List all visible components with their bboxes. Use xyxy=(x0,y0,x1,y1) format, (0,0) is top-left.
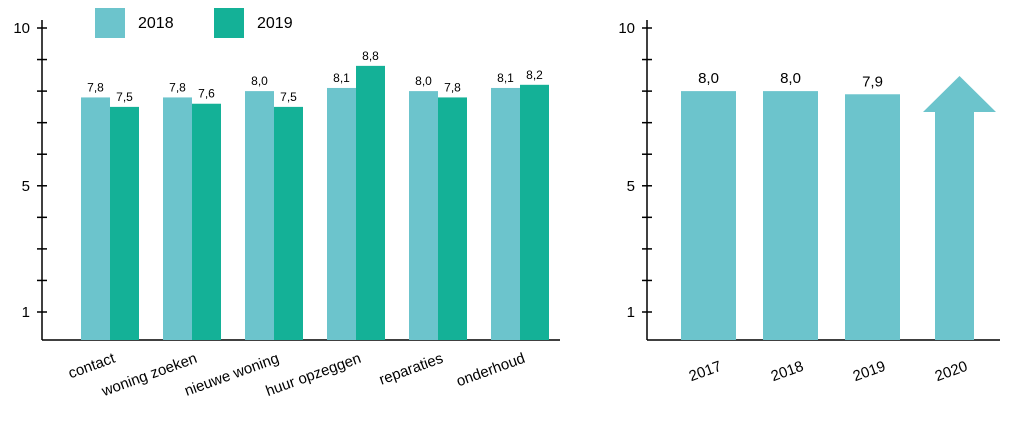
bar-2019 xyxy=(845,94,900,341)
x-tick-label: 2017 xyxy=(687,358,724,385)
bar-2018 xyxy=(763,91,818,340)
data-label-2018: 7,8 xyxy=(169,80,186,94)
x-tick-label: contact xyxy=(66,350,118,383)
bar-2018-huur-opzeggen xyxy=(327,87,356,340)
legend-swatch-2019 xyxy=(214,8,244,38)
x-tick-label: onderhoud xyxy=(454,350,527,391)
right-y-tick-label: 5 xyxy=(627,178,635,195)
legend-label-2019: 2019 xyxy=(257,15,293,32)
bar-2018-onderhoud xyxy=(491,87,520,340)
right-bar-chart: 1 5 10 8,0 2017 8,0 2018 7,9 2019 2020 xyxy=(618,20,1000,385)
data-label-2018: 8,1 xyxy=(497,71,514,85)
x-tick-label: 2019 xyxy=(851,358,888,385)
data-label: 8,0 xyxy=(698,70,719,87)
bar-2019-contact xyxy=(110,106,139,340)
left-y-tick-label: 10 xyxy=(13,20,30,37)
right-y-tick-label: 1 xyxy=(627,304,635,321)
bar-2019-nieuwe-woning xyxy=(274,106,303,340)
bar-2019-woning-zoeken xyxy=(192,103,221,340)
data-label-2019: 7,8 xyxy=(444,80,461,94)
data-label-2019: 7,6 xyxy=(198,87,215,101)
bar-2017 xyxy=(681,91,736,340)
x-tick-label: huur opzeggen xyxy=(263,350,363,400)
data-label-2018: 7,8 xyxy=(87,80,104,94)
x-tick-label: reparaties xyxy=(377,350,445,389)
bar-2018-contact xyxy=(81,97,110,340)
bar-2018-woning-zoeken xyxy=(163,97,192,340)
legend-label-2018: 2018 xyxy=(138,15,174,32)
bar-2019-huur-opzeggen xyxy=(356,65,385,340)
legend: 2018 2019 xyxy=(95,8,293,38)
left-y-tick-label: 5 xyxy=(22,178,30,195)
left-y-tick-label: 1 xyxy=(22,304,30,321)
data-label-2018: 8,0 xyxy=(415,74,432,88)
bar-2019-onderhoud xyxy=(520,84,549,340)
data-label-2019: 7,5 xyxy=(116,90,133,104)
data-label-2019: 8,2 xyxy=(526,68,543,82)
data-label-2019: 8,8 xyxy=(362,49,379,63)
data-label-2019: 7,5 xyxy=(280,90,297,104)
bar-2018-nieuwe-woning xyxy=(245,91,274,340)
bar-2019-reparaties xyxy=(438,97,467,340)
up-arrow-icon xyxy=(923,76,996,340)
data-label: 8,0 xyxy=(780,70,801,87)
bar-2018-reparaties xyxy=(409,91,438,340)
x-tick-label: 2018 xyxy=(769,358,806,385)
data-label-2018: 8,1 xyxy=(333,71,350,85)
data-label-2018: 8,0 xyxy=(251,74,268,88)
x-tick-label: 2020 xyxy=(933,358,970,385)
data-label: 7,9 xyxy=(862,73,883,90)
right-y-tick-label: 10 xyxy=(618,20,635,37)
legend-swatch-2018 xyxy=(95,8,125,38)
